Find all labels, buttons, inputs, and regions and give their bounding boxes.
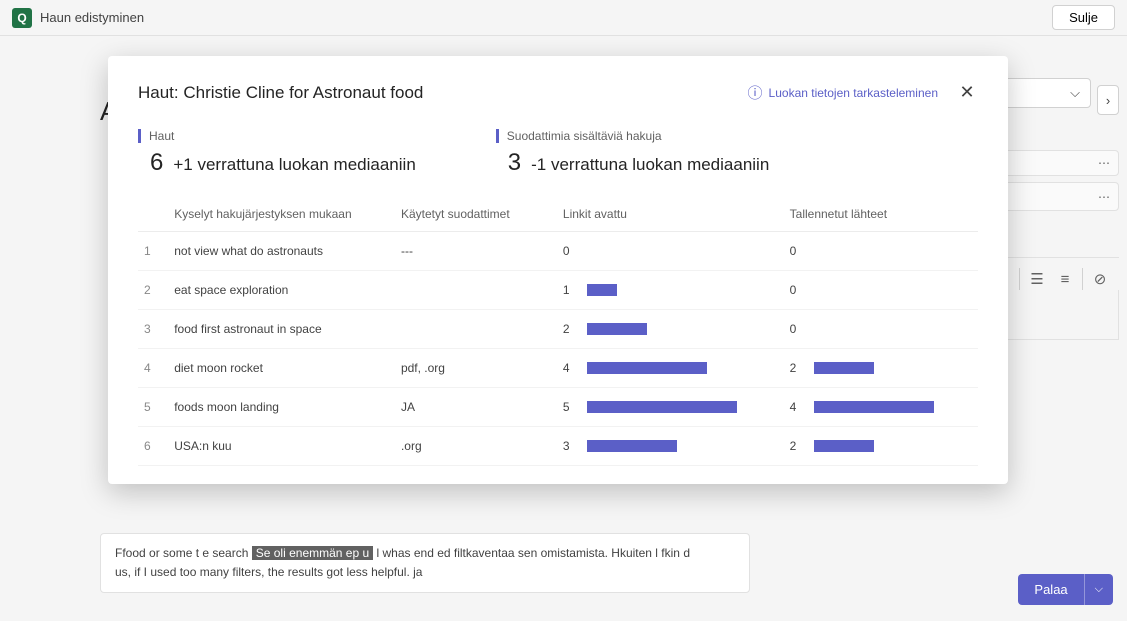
row-query: foods moon landing [168, 388, 395, 427]
return-split-button[interactable]: ⌵ [1084, 574, 1113, 605]
row-links: 2 [557, 310, 784, 349]
stat-compare: +1 verrattuna luokan mediaaniin [173, 155, 415, 175]
row-sources: 0 [784, 310, 978, 349]
topbar-left: Q Haun edistyminen [12, 8, 144, 28]
number-list-icon[interactable]: ≡ [1054, 268, 1076, 290]
more-icon[interactable]: ⋯ [1098, 156, 1110, 170]
modal-title: Haut: Christie Cline for Astronaut food [138, 83, 423, 103]
row-query: not view what do astronauts [168, 232, 395, 271]
table-row: 3food first astronaut in space 20 [138, 310, 978, 349]
row-sources: 0 [784, 232, 978, 271]
table-row: 5foods moon landingJA54 [138, 388, 978, 427]
row-links: 1 [557, 271, 784, 310]
row-query: eat space exploration [168, 271, 395, 310]
essay-card: Ffood or some t e search Se oli enemmän … [100, 533, 750, 593]
lightbulb-icon: ⓘ [748, 82, 763, 103]
table-row: 6USA:n kuu.org32 [138, 427, 978, 466]
stat-value: 3 [508, 149, 521, 177]
link-icon[interactable]: ⊘ [1089, 268, 1111, 290]
row-links: 4 [557, 349, 784, 388]
table-row: 4diet moon rocketpdf, .org42 [138, 349, 978, 388]
row-filters: .org [395, 427, 557, 466]
column-query: Kyselyt hakujärjestyksen mukaan [168, 199, 395, 232]
row-query: food first astronaut in space [168, 310, 395, 349]
stat-filters: Suodattimia sisältäviä hakuja 3 -1 verra… [496, 129, 770, 177]
stats-row: Haut 6 +1 verrattuna luokan mediaaniin S… [138, 129, 978, 177]
stat-label: Haut [138, 129, 416, 143]
row-sources: 2 [784, 349, 978, 388]
row-index: 5 [138, 388, 168, 427]
row-index: 4 [138, 349, 168, 388]
bullet-list-icon[interactable]: ☰ [1026, 268, 1048, 290]
row-filters: JA [395, 388, 557, 427]
separator [1019, 268, 1020, 290]
column-filters: Käytetyt suodattimet [395, 199, 557, 232]
next-student-button[interactable]: › [1097, 85, 1119, 115]
row-links: 0 [557, 232, 784, 271]
app-icon: Q [12, 8, 32, 28]
row-links: 3 [557, 427, 784, 466]
close-icon[interactable]: ✕ [956, 82, 978, 103]
return-button-group: Palaa ⌵ [1018, 574, 1113, 605]
essay-text: Ffood or some t e search [115, 546, 248, 560]
row-sources: 0 [784, 271, 978, 310]
row-filters: --- [395, 232, 557, 271]
page-title: Haun edistyminen [40, 10, 144, 25]
row-index: 6 [138, 427, 168, 466]
table-row: 1not view what do astronauts---00 [138, 232, 978, 271]
row-links: 5 [557, 388, 784, 427]
stat-label: Suodattimia sisältäviä hakuja [496, 129, 770, 143]
row-index: 2 [138, 271, 168, 310]
chevron-down-icon: ⌵ [1070, 85, 1080, 101]
search-progress-modal: Haut: Christie Cline for Astronaut food … [108, 56, 1008, 484]
queries-table: Kyselyt hakujärjestyksen mukaan Käytetyt… [138, 199, 978, 466]
close-button[interactable]: Sulje [1052, 5, 1115, 30]
row-query: diet moon rocket [168, 349, 395, 388]
more-icon[interactable]: ⋯ [1098, 190, 1110, 204]
review-class-data-link[interactable]: ⓘ Luokan tietojen tarkasteleminen [748, 82, 938, 103]
stat-compare: -1 verrattuna luokan mediaaniin [531, 155, 769, 175]
return-button[interactable]: Palaa [1018, 574, 1083, 605]
review-link-label: Luokan tietojen tarkasteleminen [769, 86, 938, 100]
row-sources: 4 [784, 388, 978, 427]
topbar: Q Haun edistyminen Sulje [0, 0, 1127, 36]
essay-text: l whas end ed filtkaventaa sen omistamis… [377, 546, 691, 560]
row-filters [395, 310, 557, 349]
column-sources: Tallennetut lähteet [784, 199, 978, 232]
row-filters: pdf, .org [395, 349, 557, 388]
row-sources: 2 [784, 427, 978, 466]
row-query: USA:n kuu [168, 427, 395, 466]
separator [1082, 268, 1083, 290]
row-index: 1 [138, 232, 168, 271]
modal-header: Haut: Christie Cline for Astronaut food … [138, 82, 978, 103]
row-filters [395, 271, 557, 310]
stat-value: 6 [150, 149, 163, 177]
essay-highlight: Se oli enemmän ep u [252, 546, 373, 560]
essay-text: us, if I used too many filters, the resu… [115, 565, 422, 579]
table-row: 2eat space exploration 10 [138, 271, 978, 310]
column-links: Linkit avattu [557, 199, 784, 232]
stat-searches: Haut 6 +1 verrattuna luokan mediaaniin [138, 129, 416, 177]
row-index: 3 [138, 310, 168, 349]
